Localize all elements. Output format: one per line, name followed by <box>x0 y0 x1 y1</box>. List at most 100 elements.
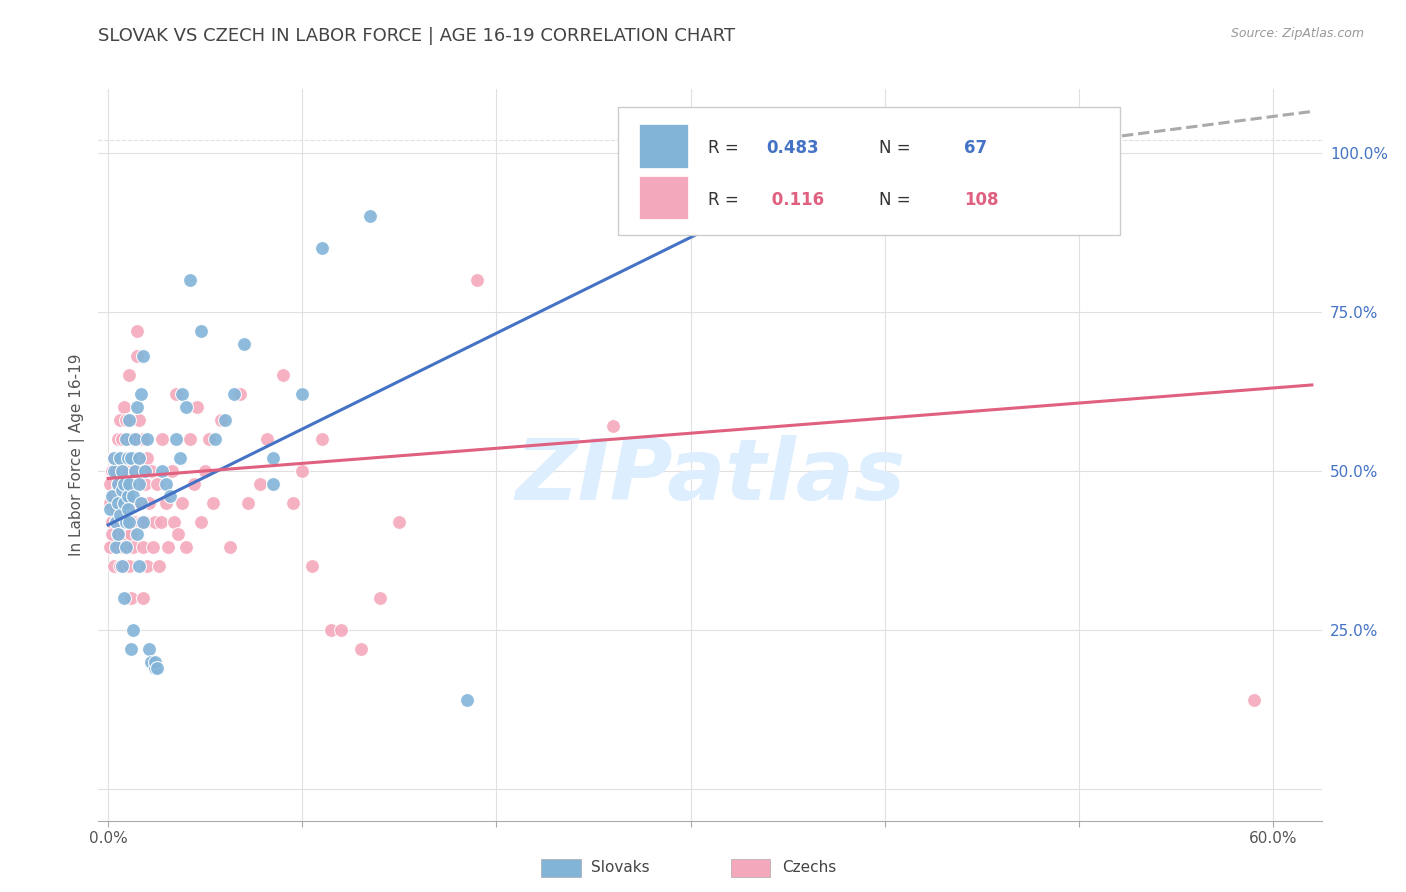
Point <box>103 489 125 503</box>
Point <box>107 540 129 554</box>
Point <box>129 464 152 478</box>
Point <box>127 401 149 415</box>
Point <box>111 540 134 554</box>
Point <box>170 387 193 401</box>
Point <box>98 540 121 554</box>
Point <box>98 502 121 516</box>
Point <box>229 387 252 401</box>
Point <box>359 210 381 224</box>
Point <box>114 413 136 427</box>
Point <box>136 559 159 574</box>
Point <box>114 495 136 509</box>
Point <box>262 476 284 491</box>
Point <box>104 515 127 529</box>
Point <box>388 515 411 529</box>
Point <box>111 483 134 497</box>
Point <box>236 495 259 509</box>
Point <box>107 483 129 497</box>
Point <box>122 495 145 509</box>
Point <box>120 527 142 541</box>
Point <box>138 641 160 656</box>
Point <box>179 273 201 287</box>
Point <box>1243 693 1265 707</box>
Point <box>128 451 150 466</box>
Point <box>117 451 139 466</box>
Text: Source: ZipAtlas.com: Source: ZipAtlas.com <box>1230 27 1364 40</box>
Point <box>104 502 127 516</box>
Text: 108: 108 <box>965 192 998 210</box>
Point <box>368 591 391 605</box>
Point <box>114 451 136 466</box>
Point <box>128 476 150 491</box>
Point <box>114 540 136 554</box>
Point <box>107 432 129 446</box>
Point <box>143 515 166 529</box>
Point <box>219 540 242 554</box>
Text: 67: 67 <box>965 139 987 157</box>
Point <box>127 527 149 541</box>
Point <box>122 623 145 637</box>
Point <box>108 495 131 509</box>
Point <box>111 559 134 574</box>
Point <box>112 527 135 541</box>
Point <box>132 591 155 605</box>
Point <box>112 476 135 491</box>
Point <box>128 451 150 466</box>
Point <box>112 495 135 509</box>
Point <box>271 368 294 383</box>
Text: Czechs: Czechs <box>782 861 837 875</box>
Point <box>118 413 141 427</box>
Point <box>157 540 180 554</box>
Point <box>190 515 212 529</box>
Point <box>104 515 127 529</box>
Text: ZIPatlas: ZIPatlas <box>515 435 905 518</box>
Point <box>291 387 314 401</box>
Point <box>233 336 256 351</box>
Point <box>112 476 135 491</box>
Point <box>101 515 124 529</box>
Point <box>165 432 187 446</box>
Point <box>129 495 152 509</box>
Point <box>170 495 193 509</box>
Point <box>136 432 159 446</box>
Point <box>107 451 129 466</box>
Point <box>127 324 149 338</box>
Text: R =: R = <box>707 139 744 157</box>
Point <box>101 527 124 541</box>
Point <box>167 527 190 541</box>
Point <box>174 540 197 554</box>
Point <box>108 515 131 529</box>
Point <box>124 464 146 478</box>
Point <box>120 451 142 466</box>
Point <box>134 515 156 529</box>
Point <box>152 464 174 478</box>
Point <box>145 661 167 675</box>
Point <box>330 623 353 637</box>
Text: SLOVAK VS CZECH IN LABOR FORCE | AGE 16-19 CORRELATION CHART: SLOVAK VS CZECH IN LABOR FORCE | AGE 16-… <box>98 27 735 45</box>
Text: N =: N = <box>879 139 915 157</box>
Point <box>112 591 135 605</box>
Point <box>104 464 127 478</box>
Point <box>117 502 139 516</box>
Text: 0.116: 0.116 <box>766 192 824 210</box>
Point <box>155 495 177 509</box>
Point <box>103 559 125 574</box>
Point <box>155 476 177 491</box>
Point <box>112 401 135 415</box>
Point <box>101 489 124 503</box>
Point <box>111 432 134 446</box>
Point <box>129 387 152 401</box>
Point <box>114 432 136 446</box>
Point <box>291 464 314 478</box>
Point <box>122 489 145 503</box>
Point <box>281 495 304 509</box>
Text: N =: N = <box>879 192 915 210</box>
Point <box>111 464 134 478</box>
Point <box>262 451 284 466</box>
FancyBboxPatch shape <box>619 108 1119 235</box>
Y-axis label: In Labor Force | Age 16-19: In Labor Force | Age 16-19 <box>69 353 84 557</box>
Point <box>194 464 217 478</box>
Point <box>169 451 191 466</box>
Point <box>301 559 323 574</box>
Point <box>456 693 478 707</box>
